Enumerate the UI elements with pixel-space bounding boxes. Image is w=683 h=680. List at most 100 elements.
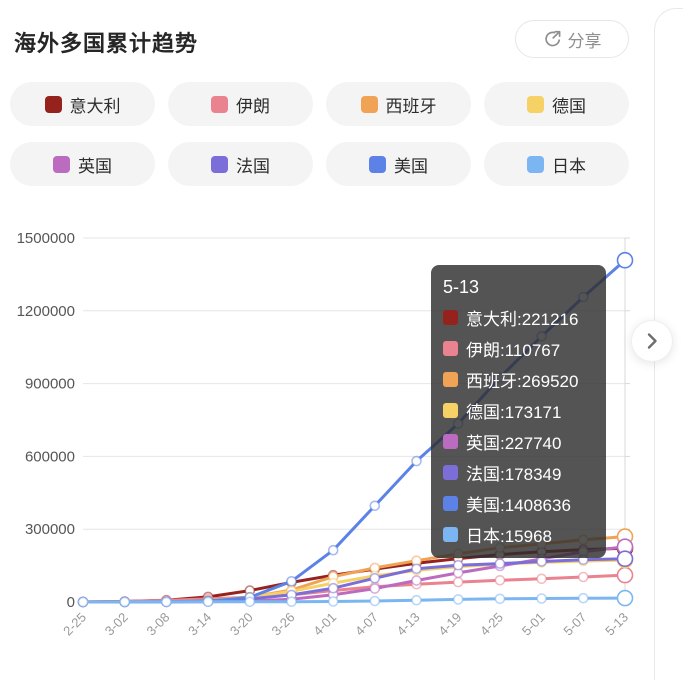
x-axis-label: 5-07 (560, 610, 589, 639)
y-axis-label: 0 (67, 594, 75, 611)
x-axis-label: 4-25 (477, 610, 506, 639)
data-point-france (494, 558, 506, 569)
data-point-france (327, 582, 339, 594)
x-axis-label: 3-20 (227, 610, 256, 639)
data-point-japan (494, 593, 506, 605)
tooltip-swatch-iran (443, 341, 458, 356)
tooltip-value: 伊朗:110767 (466, 341, 561, 360)
legend-label: 西班牙 (385, 96, 437, 116)
data-point-japan (452, 594, 464, 605)
data-point-france (536, 556, 547, 567)
data-point-iran-active (616, 566, 634, 584)
x-axis-label: 3-08 (143, 610, 172, 639)
legend-item-iran[interactable]: 伊朗 (168, 82, 313, 126)
tooltip-row-usa: 美国:1408636 (443, 488, 594, 519)
legend-item-germany[interactable]: 德国 (484, 82, 629, 126)
data-point-usa (369, 500, 381, 512)
legend-swatch-japan (527, 155, 544, 173)
tooltip-row-france: 法国:178349 (443, 457, 594, 488)
data-point-japan (77, 596, 89, 608)
x-axis-label: 3-02 (102, 610, 131, 639)
tooltip-value: 日本:15968 (466, 527, 552, 546)
tooltip-row-italy: 意大利:221216 (443, 302, 594, 333)
legend-label: 德国 (552, 96, 586, 116)
legend-item-france[interactable]: 法国 (168, 142, 313, 186)
series-line-japan (81, 596, 627, 604)
data-point-france (411, 563, 422, 575)
data-point-japan (411, 594, 422, 606)
y-axis-label: 1500000 (17, 230, 75, 247)
legend-swatch-germany (527, 95, 544, 113)
x-axis-label: 4-01 (310, 610, 339, 639)
data-point-japan-active (616, 589, 634, 607)
legend-item-japan[interactable]: 日本 (484, 142, 629, 186)
legend-item-usa[interactable]: 美国 (326, 142, 471, 186)
legend-item-italy[interactable]: 意大利 (10, 82, 155, 126)
tooltip-row-iran: 伊朗:110767 (443, 333, 594, 364)
legend-label: 法国 (236, 156, 270, 176)
data-point-france (369, 572, 381, 584)
data-point-iran (577, 571, 589, 583)
data-point-iran (536, 573, 547, 585)
legend-item-uk[interactable]: 英国 (10, 142, 155, 186)
legend-swatch-uk (53, 155, 70, 173)
tooltip-swatch-uk (443, 434, 458, 449)
x-axis-label: 3-14 (185, 610, 214, 639)
tooltip-row-germany: 德国:173171 (443, 395, 594, 426)
legend-item-spain[interactable]: 西班牙 (326, 82, 471, 126)
legend-swatch-italy (44, 95, 62, 113)
x-axis-label: 3-26 (269, 610, 298, 639)
data-point-japan (119, 596, 130, 608)
data-point-japan (536, 593, 547, 604)
tooltip-date: 5-13 (443, 277, 480, 297)
tooltip-swatch-germany (443, 403, 458, 418)
data-point-iran (494, 574, 506, 586)
legend-label: 伊朗 (236, 96, 270, 116)
country-legend: 意大利 伊朗 西班牙 德国英国 法国 美国 日本 (10, 82, 630, 186)
next-chart-button[interactable] (631, 320, 673, 362)
data-point-japan (244, 596, 256, 608)
y-axis-label: 1200000 (17, 303, 75, 320)
data-point-iran (452, 576, 464, 588)
tooltip-value: 西班牙:269520 (466, 372, 579, 391)
legend-swatch-iran (211, 95, 228, 113)
tooltip-swatch-italy (443, 310, 458, 325)
legend-label: 意大利 (69, 96, 121, 116)
y-axis-label: 300000 (25, 521, 75, 538)
tooltip-value: 英国:227740 (466, 434, 562, 453)
tooltip-swatch-japan (443, 527, 458, 542)
legend-label: 日本 (552, 156, 586, 176)
legend-swatch-usa (369, 155, 386, 173)
y-axis-label: 600000 (25, 448, 75, 465)
data-point-france (452, 559, 464, 571)
legend-swatch-spain (360, 95, 378, 113)
x-axis-label: 4-07 (352, 610, 381, 639)
tooltip-value: 法国:178349 (466, 465, 562, 484)
share-button[interactable]: 分享 (515, 20, 629, 58)
x-axis-label: 4-19 (435, 610, 464, 639)
tooltip-row-spain: 西班牙:269520 (443, 364, 594, 395)
chevron-right-icon (647, 333, 657, 349)
share-icon (544, 30, 560, 47)
x-axis-label: 5-13 (602, 610, 631, 639)
page-title: 海外多国累计趋势 (14, 31, 199, 56)
data-point-uk (369, 583, 381, 594)
data-point-uk (411, 575, 422, 586)
data-point-japan (577, 592, 589, 604)
chart-tooltip: 5-13 意大利:221216 伊朗:110767 西班牙:269520 德国:173… (431, 265, 606, 558)
tooltip-value: 美国:1408636 (466, 496, 571, 515)
legend-swatch-france (211, 155, 228, 173)
tooltip-value: 德国:173171 (466, 403, 562, 422)
data-point-usa (411, 455, 422, 467)
share-button-label: 分享 (567, 31, 602, 51)
data-point-japan (161, 596, 172, 608)
x-axis-label: 5-01 (519, 610, 548, 639)
data-point-japan (327, 596, 339, 607)
data-point-usa (286, 575, 297, 587)
legend-label: 英国 (78, 156, 112, 176)
tooltip-row-japan: 日本:15968 (443, 519, 594, 550)
tooltip-value: 意大利:221216 (466, 310, 579, 329)
tooltip-row-uk: 英国:227740 (443, 426, 594, 457)
data-point-japan (202, 596, 214, 608)
